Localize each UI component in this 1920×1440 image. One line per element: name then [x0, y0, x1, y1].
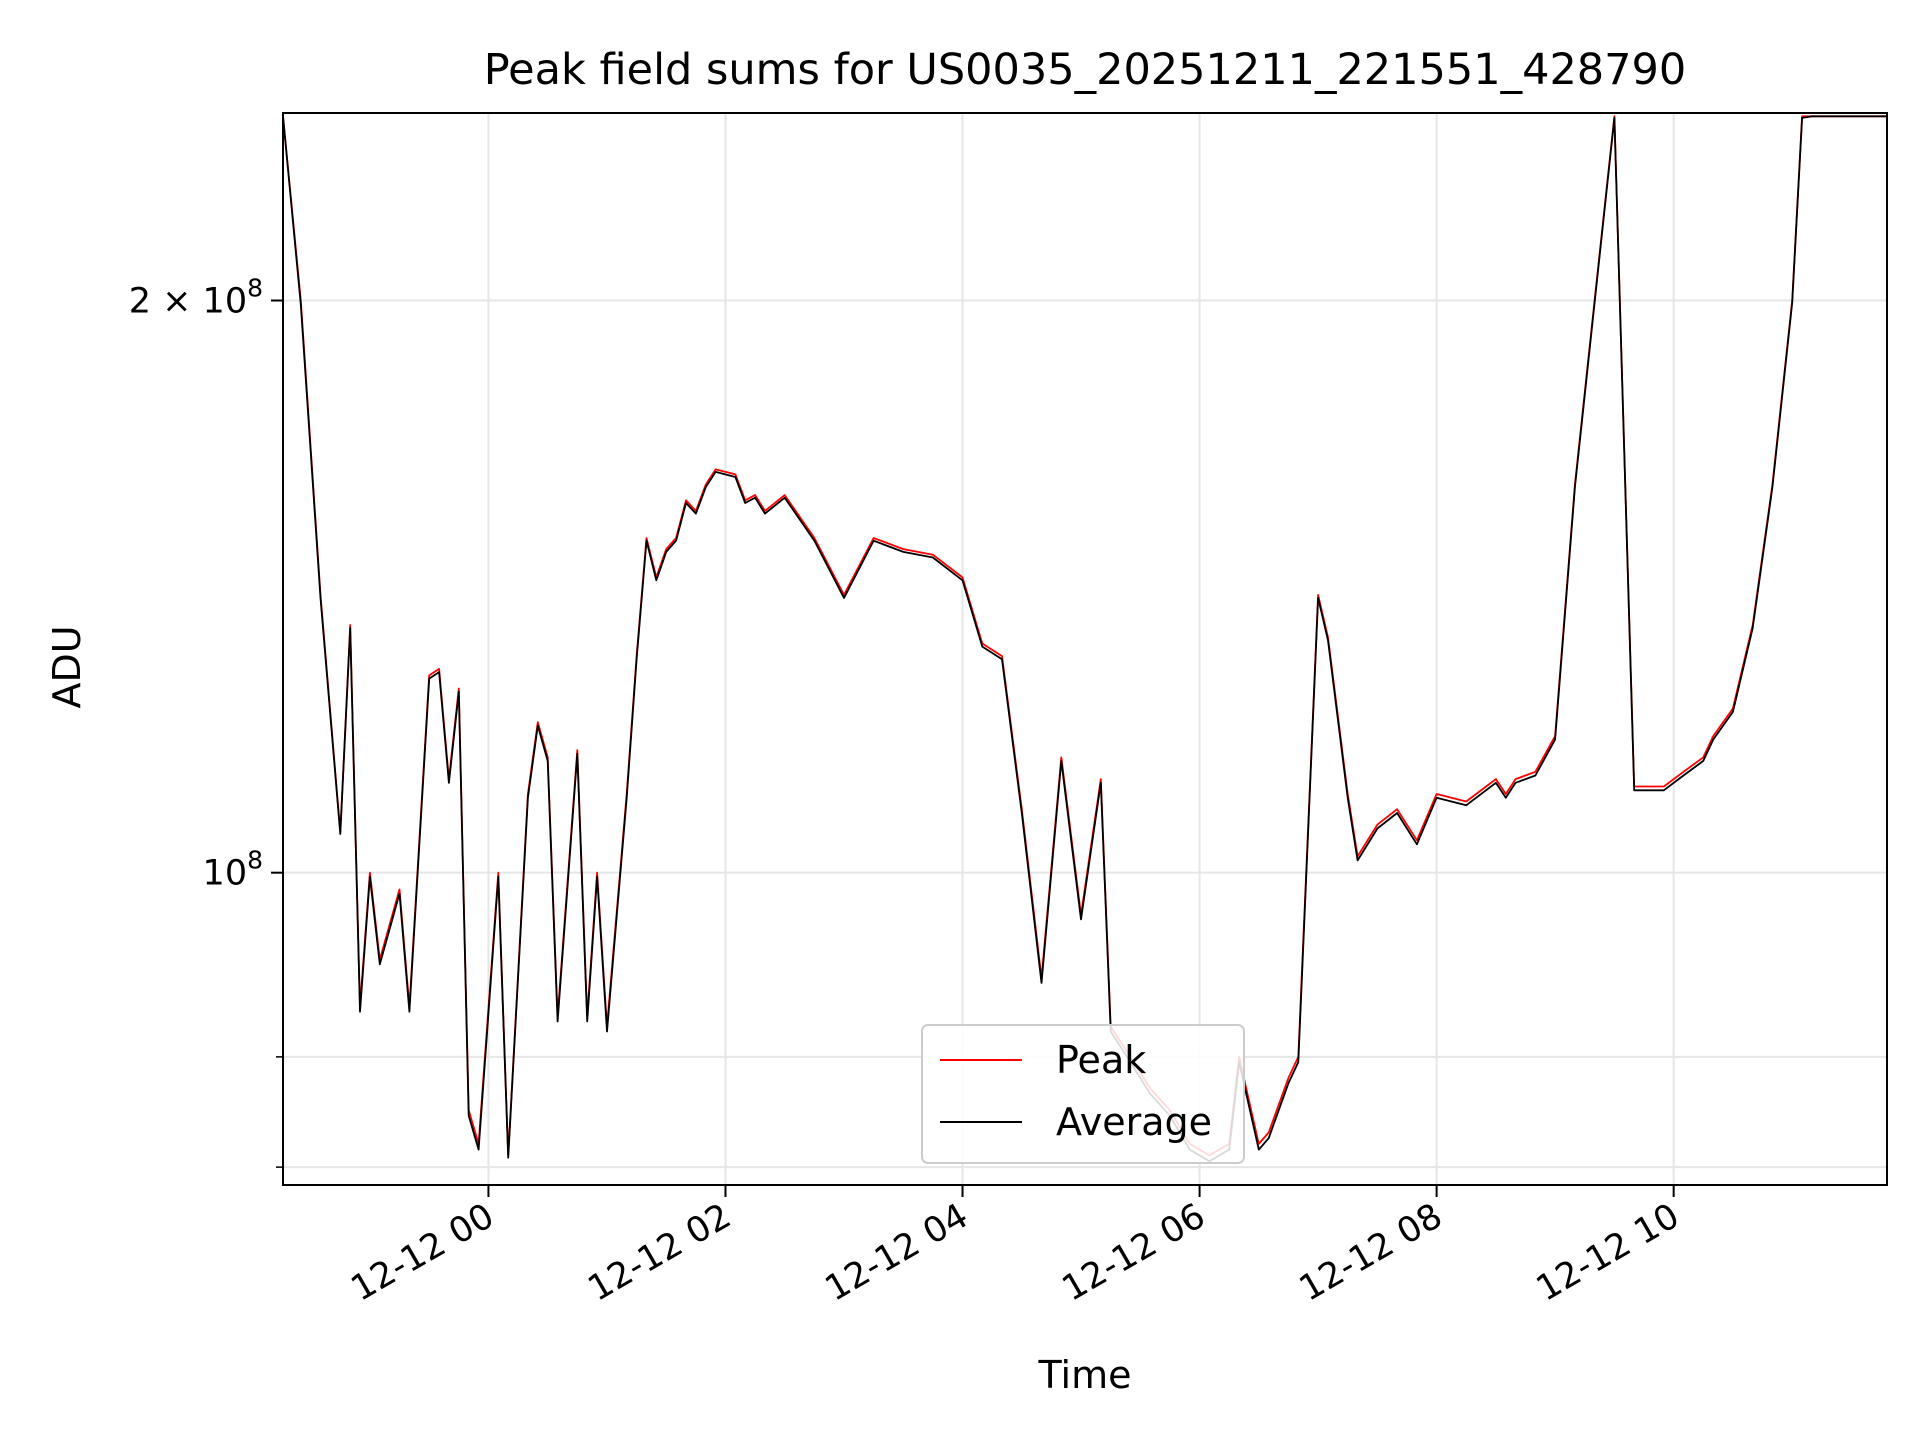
y-axis-label: ADU	[45, 625, 89, 708]
y-axis: 108 2 × 108	[129, 273, 283, 1168]
x-tick-label: 12-12 04	[819, 1196, 975, 1309]
x-tick-label: 12-12 06	[1056, 1196, 1212, 1309]
x-axis: 12-12 00 12-12 02 12-12 04 12-12 06 12-12 08…	[345, 1185, 1686, 1309]
series-line-average	[282, 115, 1887, 1163]
chart-title: Peak field sums for US0035_20251211_2215…	[484, 45, 1687, 95]
y-tick-label: 2 × 108	[129, 273, 263, 321]
legend-label-average: Average	[1056, 1100, 1212, 1144]
x-tick-label: 12-12 08	[1293, 1196, 1449, 1309]
grid-lines	[283, 113, 1887, 1185]
x-tick-label: 12-12 10	[1530, 1196, 1686, 1309]
x-tick-label: 12-12 00	[345, 1196, 501, 1309]
y-tick-label: 108	[203, 846, 263, 894]
series-layer	[282, 115, 1887, 1163]
legend: Peak Average	[921, 1024, 1245, 1164]
legend-label-peak: Peak	[1056, 1038, 1146, 1082]
series-line-peak	[282, 115, 1887, 1157]
plot-frame	[282, 112, 1888, 1186]
x-axis-label: Time	[1038, 1353, 1132, 1397]
x-tick-label: 12-12 02	[582, 1196, 738, 1309]
